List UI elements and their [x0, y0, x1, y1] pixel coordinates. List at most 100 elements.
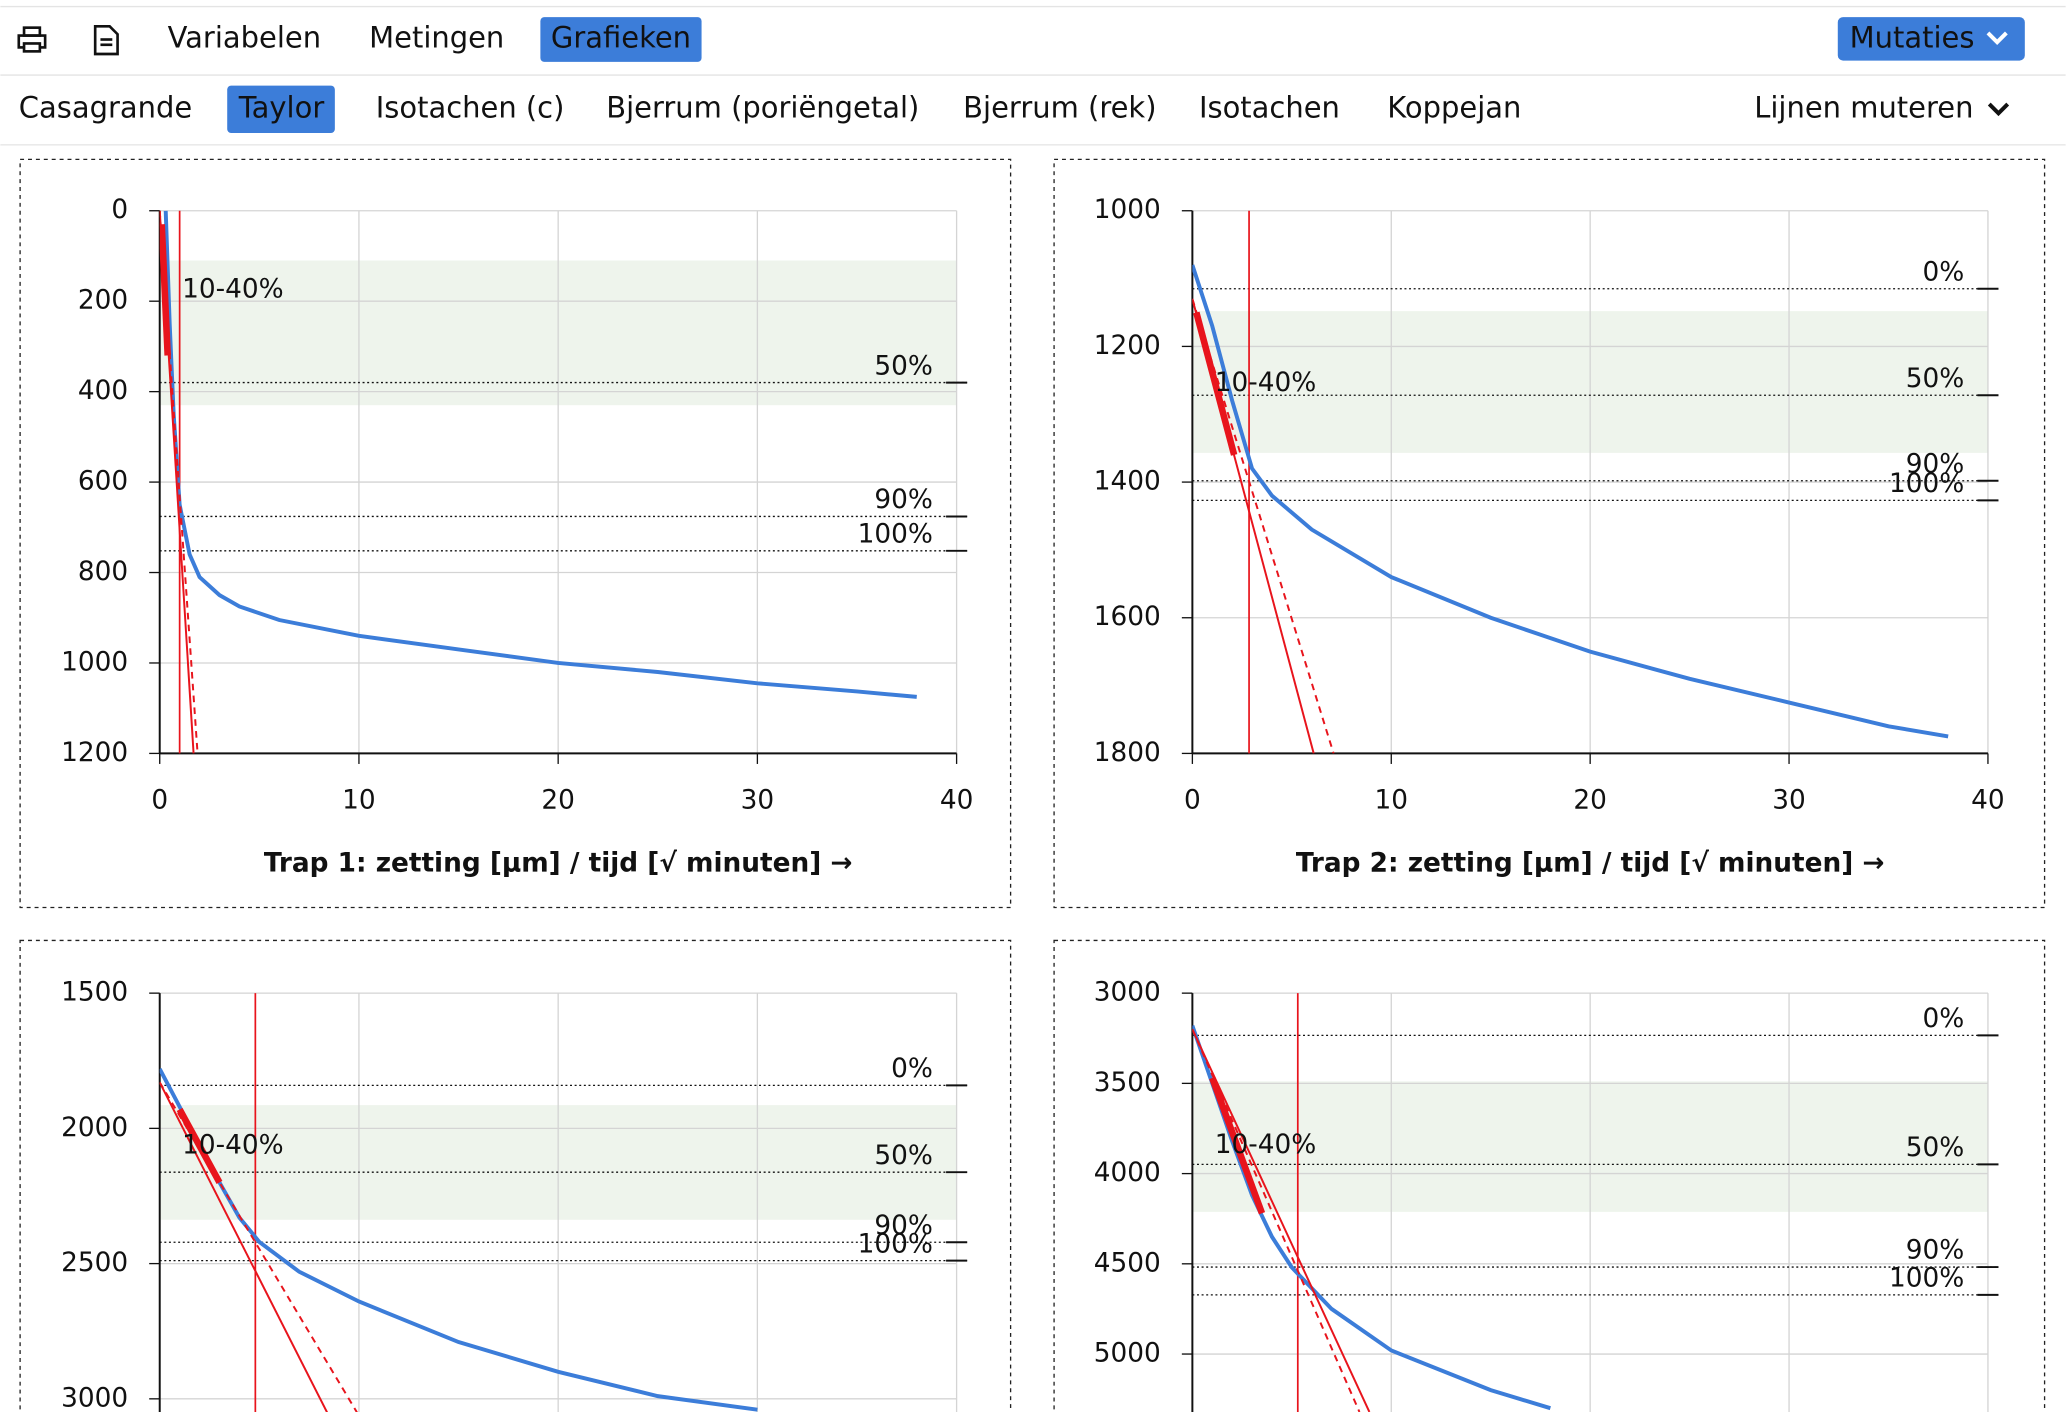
tab-label: Metingen — [369, 21, 504, 55]
data-line — [1192, 1028, 1371, 1412]
annotation: 10-40% — [182, 274, 284, 304]
tab[interactable]: Variabelen — [168, 21, 321, 55]
annotation: 10-40% — [1215, 1130, 1317, 1160]
chart: 1500 2000 2500 3000 0% 50% 90%100% 10-40% — [19, 939, 1012, 1412]
level-label: 0% — [1922, 1004, 1964, 1034]
button-label: Mutaties — [1850, 21, 1975, 55]
data-line — [1192, 298, 1335, 754]
navigation: Variabelen Metingen Grafieken Mutaties Casag… — [19, 17, 2025, 134]
series-group — [1192, 1024, 1551, 1412]
x-tick-label: 10 — [1375, 785, 1409, 815]
level-label: 100% — [1889, 1264, 1964, 1294]
level-label: 50% — [1906, 1133, 1965, 1163]
level-label: 90% — [1906, 449, 1965, 479]
annotation: 10-40% — [182, 1130, 284, 1160]
method-label: Taylor — [238, 90, 325, 124]
tab-label: Variabelen — [168, 21, 321, 55]
y-tick-label: 4500 — [1094, 1248, 1161, 1278]
document-icon[interactable] — [93, 25, 119, 56]
chart: 3000 3500 4000 4500 5000 0% 50% 90%100% 10-40% — [1053, 939, 2046, 1412]
method-tab[interactable]: Isotachen — [1199, 90, 1340, 124]
x-tick-label: 0 — [151, 785, 168, 815]
tab[interactable]: Grafieken — [540, 17, 702, 62]
method-label: Bjerrum (rek) — [963, 90, 1156, 124]
y-tick-label: 3000 — [61, 1383, 128, 1412]
series-group — [159, 1067, 758, 1412]
method-tab[interactable]: Bjerrum (poriëngetal) — [606, 90, 919, 124]
tab[interactable]: Metingen — [369, 21, 504, 55]
method-label: Casagrande — [19, 90, 192, 124]
method-label: Isotachen — [1199, 90, 1340, 124]
method-active-bg — [227, 85, 335, 134]
chart-frame — [1053, 158, 2046, 909]
series-group — [1192, 264, 1949, 754]
y-tick-label: 1800 — [1094, 738, 1161, 768]
y-tick-label: 400 — [78, 376, 128, 406]
x-axis-title: Trap 2: zetting [µm] / tijd [√ minuten] … — [1296, 849, 1885, 879]
chevron — [1987, 102, 2010, 117]
x-tick-label: 40 — [940, 785, 974, 815]
level-label: 100% — [858, 1229, 933, 1259]
x-axis-title: Trap 1: zetting [µm] / tijd [√ minuten] … — [264, 849, 853, 879]
x-tick-label: 0 — [1184, 785, 1201, 815]
level-label: 0% — [891, 1054, 933, 1084]
y-tick-label: 1500 — [61, 978, 128, 1008]
y-tick-label: 3000 — [1094, 978, 1161, 1008]
y-tick-label: 1200 — [1094, 331, 1161, 361]
y-tick-label: 0 — [111, 195, 128, 225]
level-label: 100% — [1889, 469, 1964, 499]
x-tick-label: 20 — [541, 785, 575, 815]
y-tick-label: 5000 — [1094, 1339, 1161, 1369]
chart: 0 200 400 600 800 1000 1200 0 10 20 30 40 Trap 1: ze… — [19, 158, 1012, 909]
menu-label: Lijnen muteren — [1754, 90, 1973, 124]
y-tick-label: 800 — [78, 557, 128, 587]
y-tick-label: 2000 — [61, 1113, 128, 1143]
button-bg — [1837, 17, 2025, 61]
y-tick-label: 3500 — [1094, 1068, 1161, 1098]
lines-menu[interactable]: Lijnen muteren — [1754, 90, 2010, 124]
data-line — [159, 224, 171, 356]
x-tick-label: 10 — [342, 785, 376, 815]
annotation: 10-40% — [1215, 368, 1317, 398]
data-line — [1192, 1028, 1361, 1412]
x-tick-label: 20 — [1573, 785, 1607, 815]
tab-label: Grafieken — [551, 21, 691, 55]
method-label: Bjerrum (poriëngetal) — [606, 90, 919, 124]
method-tab[interactable]: Isotachen (c) — [376, 90, 565, 124]
data-line — [159, 1081, 328, 1412]
y-tick-label: 4000 — [1094, 1158, 1161, 1188]
method-label: Koppejan — [1387, 90, 1521, 124]
method-tab[interactable]: Koppejan — [1387, 90, 1521, 124]
y-tick-label: 2500 — [61, 1248, 128, 1278]
print-icon[interactable] — [17, 26, 47, 53]
data-line — [1209, 1076, 1266, 1215]
level-label: 90% — [874, 485, 933, 515]
level-label: 0% — [1922, 257, 1964, 287]
data-line — [1192, 264, 1949, 739]
data-line — [159, 210, 199, 754]
series-group — [159, 210, 917, 754]
x-tick-label: 30 — [1772, 785, 1806, 815]
y-tick-label: 1000 — [61, 647, 128, 677]
level-label: 90% — [1906, 1236, 1965, 1266]
method-tab[interactable]: Taylor — [227, 85, 335, 134]
y-tick-label: 1600 — [1094, 602, 1161, 632]
level-label: 100% — [858, 520, 933, 550]
tab-active-bg — [540, 17, 702, 62]
data-line — [176, 1107, 223, 1185]
method-label: Isotachen (c) — [376, 90, 565, 124]
level-label: 50% — [874, 351, 933, 381]
level-label: 50% — [874, 1141, 933, 1171]
y-tick-label: 1400 — [1094, 467, 1161, 497]
x-tick-label: 30 — [741, 785, 775, 815]
level-label: 50% — [1906, 364, 1965, 394]
data-line — [1193, 311, 1238, 456]
method-tab[interactable]: Bjerrum (rek) — [963, 90, 1156, 124]
chart: 1000 1200 1400 1600 1800 0 10 20 30 40 Trap 2: zet… — [1053, 158, 2046, 909]
chevron — [1986, 31, 2008, 45]
y-tick-label: 200 — [78, 286, 128, 316]
method-tab[interactable]: Casagrande — [19, 90, 192, 124]
mutaties-button[interactable]: Mutaties — [1837, 17, 2025, 61]
